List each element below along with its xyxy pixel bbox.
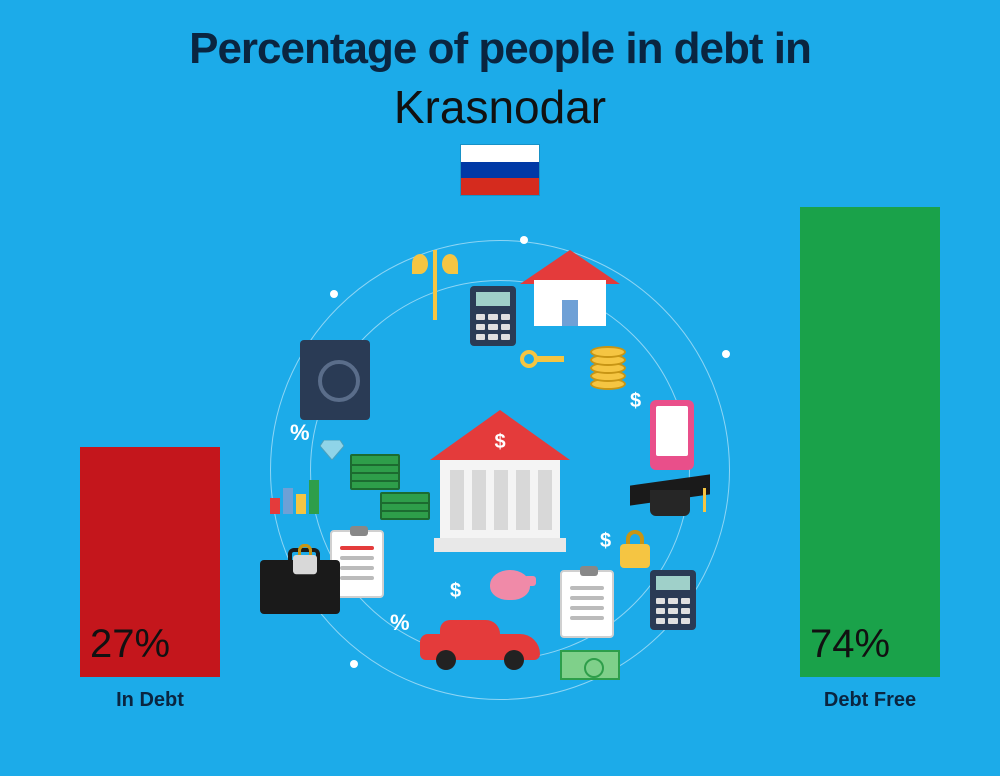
bar-in-debt-rect: 27% [80, 447, 220, 677]
graduation-cap-icon [630, 470, 710, 520]
dollar-sign-icon: $ [630, 390, 641, 413]
bar-in-debt: 27% In Debt [80, 447, 220, 712]
orbit-dot [350, 660, 358, 668]
flag-stripe-red [461, 178, 539, 195]
house-icon [520, 250, 620, 330]
diamond-icon [320, 440, 344, 460]
flag-russia [460, 144, 540, 196]
bar-in-debt-value: 27% [90, 622, 170, 667]
padlock-icon [293, 544, 317, 574]
bank-building-icon: $ [420, 400, 580, 560]
svg-text:$: $ [494, 431, 505, 453]
clipboard-icon [560, 570, 614, 638]
coin-stack-icon [590, 340, 630, 390]
safe-icon [300, 340, 370, 420]
percent-sign-icon: % [390, 610, 410, 636]
orbit-dot [330, 290, 338, 298]
flag-stripe-blue [461, 162, 539, 179]
bar-debt-free-label: Debt Free [800, 689, 940, 712]
bar-in-debt-label: In Debt [80, 689, 220, 712]
padlock-icon [620, 530, 650, 568]
bar-debt-free-rect: 74% [800, 207, 940, 677]
orbit-dot [520, 236, 528, 244]
phone-icon [650, 400, 694, 470]
calculator-icon [470, 286, 516, 346]
car-icon [420, 620, 540, 670]
flag-stripe-white [461, 145, 539, 162]
cash-stack-icon [380, 480, 430, 520]
center-illustration: $ [260, 230, 740, 710]
bar-debt-free-value: 74% [810, 622, 890, 667]
title-line-1: Percentage of people in debt in [0, 24, 1000, 74]
caduceus-icon [420, 250, 450, 320]
key-icon [520, 350, 564, 368]
title-line-2: Krasnodar [0, 80, 1000, 134]
piggy-bank-icon [490, 570, 530, 600]
banknote-icon [560, 650, 620, 680]
dollar-sign-icon: $ [600, 530, 611, 553]
percent-sign-icon: % [290, 420, 310, 446]
bar-debt-free: 74% Debt Free [800, 207, 940, 712]
dollar-sign-icon: $ [450, 580, 461, 603]
orbit-dot [722, 350, 730, 358]
bar-chart-icon [270, 474, 320, 514]
calculator-icon [650, 570, 696, 630]
